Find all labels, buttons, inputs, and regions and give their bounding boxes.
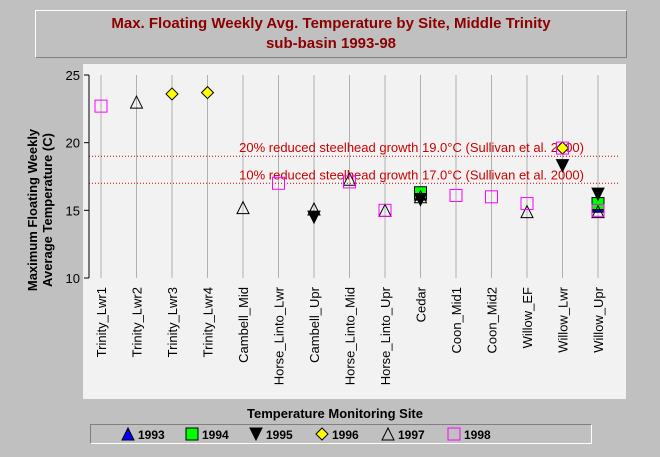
reference-line-label: 20% reduced steelhead growth 19.0°C (Sul… <box>239 140 584 155</box>
category-label: Horse_Linto_Mid <box>343 287 358 385</box>
legend-marker-1997 <box>381 426 395 441</box>
data-point-1996 <box>200 85 215 100</box>
data-point-1998 <box>449 188 463 202</box>
category-label: Willow_EF <box>520 287 535 348</box>
y-axis-title-line1: Maximum Floating Weekly <box>25 128 40 291</box>
category-label: Horse_Linto_Upr <box>378 286 393 385</box>
data-point-1998 <box>485 190 498 204</box>
y-tick-label: 10 <box>66 271 80 286</box>
legend-label: 1995 <box>266 428 293 442</box>
legend-label: 1998 <box>464 428 491 442</box>
legend: 1993 1994 1995 1996 1997 1998 <box>121 426 491 442</box>
category-label: Willow_Lwr <box>556 286 571 352</box>
legend-label: 1993 <box>138 428 165 442</box>
legend-marker-1998 <box>447 427 461 441</box>
legend-marker-1995 <box>249 427 263 442</box>
x-axis-title: Temperature Monitoring Site <box>247 406 423 421</box>
data-point-1998 <box>343 175 356 189</box>
legend-marker-1993 <box>121 426 135 441</box>
data-point-1997 <box>129 94 144 109</box>
legend-label: 1996 <box>332 428 359 442</box>
legend-label: 1997 <box>398 428 425 442</box>
legend-label: 1994 <box>202 428 229 442</box>
chart-title-line2: sub-basin 1993-98 <box>265 35 397 52</box>
data-point-1997 <box>307 201 321 216</box>
data-point-1997 <box>236 200 250 215</box>
legend-box <box>90 424 592 444</box>
category-labels: Trinity_Lwr1 Trinity_Lwr2 Trinity_Lwr3 Trin… <box>94 286 606 385</box>
category-label: Coon_Mid1 <box>449 287 464 354</box>
data-point-1997 <box>342 172 357 186</box>
data-point-1998 <box>556 141 569 155</box>
chart-title-line1: Max. Floating Weekly Avg. Temperature by… <box>111 15 551 32</box>
grid-lines <box>100 75 599 278</box>
data-point-1998 <box>272 176 285 190</box>
plot-area <box>83 64 626 399</box>
y-tick-label: 20 <box>66 136 80 151</box>
y-tick-label: 25 <box>66 68 80 83</box>
data-point-1998 <box>520 197 534 211</box>
category-label: Trinity_Lwr1 <box>94 287 109 357</box>
category-label: Cambell_Upr <box>307 286 322 363</box>
category-label: Trinity_Lwr4 <box>201 287 216 357</box>
legend-marker-1994 <box>185 427 199 441</box>
y-axis-title-line2: Average Temperature (C) <box>40 133 55 287</box>
category-label: Trinity_Lwr3 <box>165 287 180 357</box>
y-tick-label: 15 <box>66 203 80 218</box>
data-point-1997 <box>520 204 534 219</box>
data-markers <box>94 85 605 225</box>
legend-marker-1996 <box>315 427 329 441</box>
reference-line-label: 10% reduced steelhead growth 17.0°C (Sul… <box>239 167 584 182</box>
data-point-1997 <box>413 189 428 204</box>
category-label: Trinity_Lwr2 <box>130 287 145 357</box>
category-label: Coon_Mid2 <box>485 287 500 354</box>
data-point-1996 <box>165 87 179 101</box>
category-label: Horse_Linto_Lwr <box>272 286 287 385</box>
data-point-1995 <box>555 159 570 173</box>
chart-title: Max. Floating Weekly Avg. Temperature by… <box>35 10 627 58</box>
data-point-1997 <box>591 204 605 219</box>
data-point-1995 <box>307 210 321 225</box>
data-point-1998 <box>378 203 392 217</box>
reference-lines: 20% reduced steelhead growth 19.0°C (Sul… <box>89 140 620 184</box>
category-label: Willow_Upr <box>591 286 606 352</box>
data-point-1995 <box>591 187 605 202</box>
category-label: Cambell_Mid <box>236 287 251 363</box>
data-point-1998 <box>591 203 605 217</box>
data-point-1998 <box>94 99 108 113</box>
axes: 10 15 20 25 <box>66 68 90 286</box>
category-label: Cedar <box>414 286 429 322</box>
